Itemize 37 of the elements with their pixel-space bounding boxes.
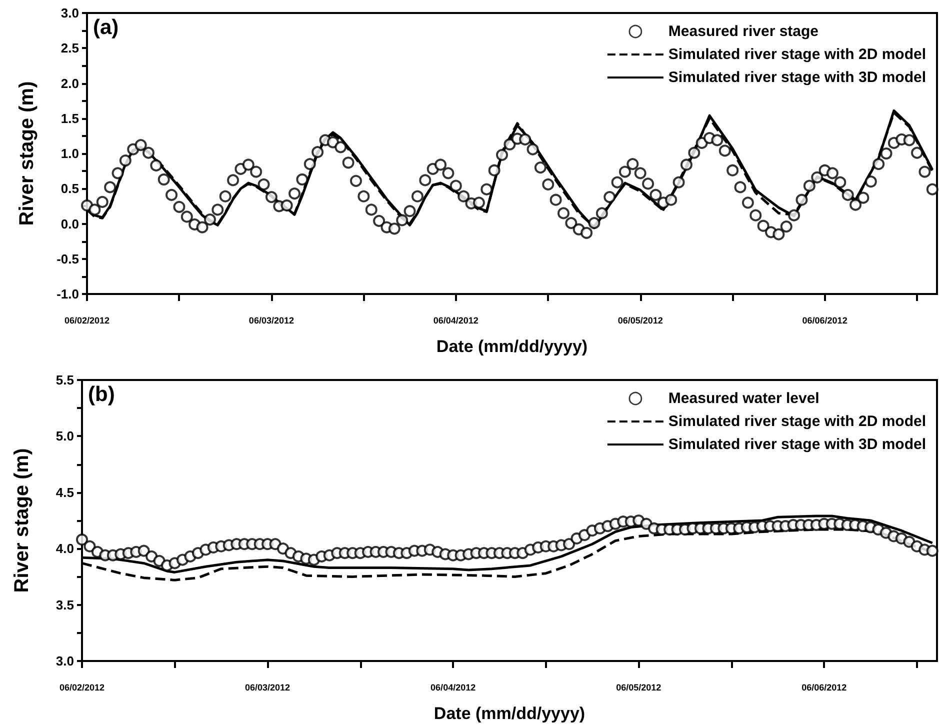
y-tick-label: 3.0	[60, 6, 79, 20]
y-tick-label: 3.5	[56, 597, 74, 612]
y-tick-label: 1.5	[60, 110, 79, 126]
y-tick-label: -1.0	[56, 286, 79, 302]
x-tick-label: 06/02/2012	[64, 316, 110, 326]
legend-label: Measured river stage	[668, 23, 819, 40]
legend-label: Simulated river stage with 2D model	[668, 413, 926, 430]
legend-label: Simulated river stage with 2D model	[668, 46, 926, 63]
x-tick-label: 06/05/2012	[618, 316, 663, 326]
x-axis-title: Date (mm/dd/yyyy)	[436, 337, 588, 356]
x-tick-label: 06/06/2012	[802, 682, 847, 692]
y-tick-label: -0.5	[56, 251, 79, 266]
x-axis-title: Date (mm/dd/yyyy)	[434, 704, 586, 723]
y-axis-title: River stage (m)	[11, 448, 33, 593]
y-tick-label: 1.0	[60, 146, 79, 161]
x-tick-label: 06/02/2012	[59, 682, 105, 692]
y-tick-label: 2.5	[60, 40, 79, 56]
annotation: (a)	[93, 16, 119, 39]
x-tick-label: 06/03/2012	[245, 682, 290, 692]
x-tick-label: 06/04/2012	[430, 682, 476, 692]
y-tick-label: 0.0	[60, 216, 79, 232]
x-tick-label: 06/04/2012	[433, 316, 478, 326]
legend-label: Measured water level	[668, 390, 820, 407]
y-tick-label: 0.5	[60, 181, 79, 196]
x-tick-label: 06/05/2012	[616, 682, 662, 692]
annotation: (b)	[88, 383, 115, 406]
y-tick-label: 4.5	[56, 484, 74, 500]
y-tick-label: 4.0	[56, 541, 74, 556]
x-tick-label: 06/03/2012	[248, 316, 294, 326]
y-tick-label: 5.0	[56, 428, 74, 444]
y-tick-label: 2.0	[60, 76, 79, 91]
y-axis-title: River stage (m)	[16, 81, 38, 226]
legend-label: Simulated river stage with 3D model	[668, 69, 926, 86]
y-tick-label: 3.0	[56, 654, 74, 668]
legend-label: Simulated river stage with 3D model	[668, 436, 926, 453]
y-tick-label: 5.5	[56, 372, 74, 388]
x-tick-label: 06/06/2012	[802, 316, 848, 326]
